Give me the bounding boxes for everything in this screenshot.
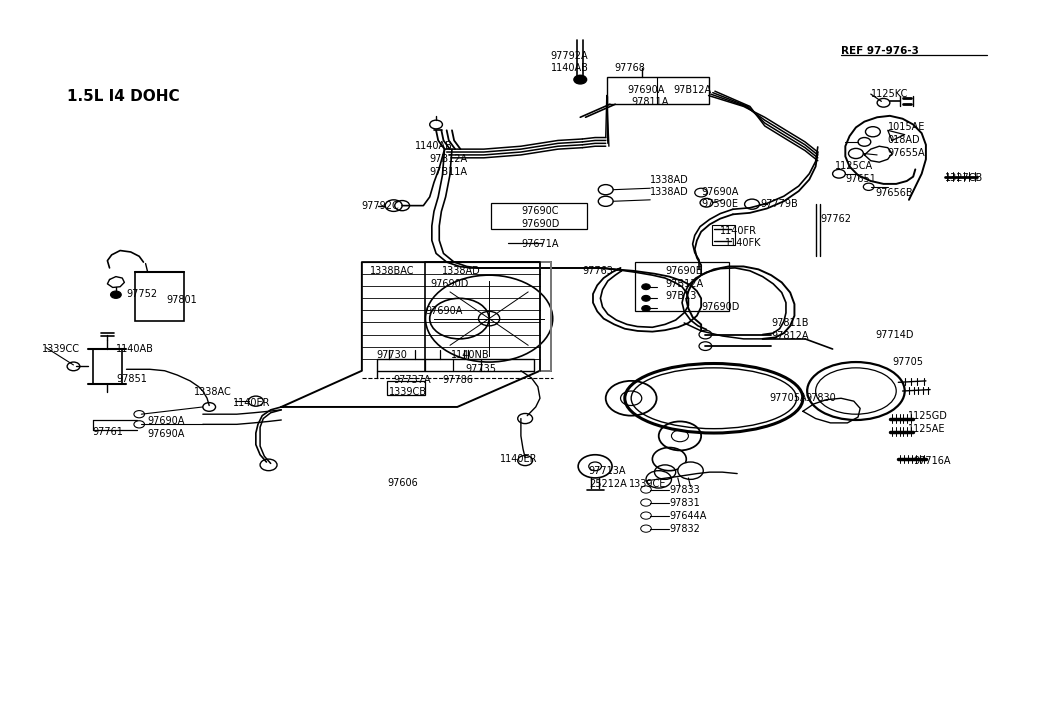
Bar <box>92 349 122 384</box>
Text: 97830: 97830 <box>805 393 836 403</box>
Text: 97713A: 97713A <box>589 466 626 475</box>
Text: 97779B: 97779B <box>760 199 798 209</box>
Text: 97831: 97831 <box>670 497 701 507</box>
Text: 1125KC: 1125KC <box>871 89 908 99</box>
Text: 97B12A: 97B12A <box>665 279 704 289</box>
Text: 1338AD: 1338AD <box>651 187 689 197</box>
Text: 97690D: 97690D <box>431 279 469 289</box>
Text: 97655A: 97655A <box>888 148 926 158</box>
Text: 97690C: 97690C <box>521 206 558 217</box>
Text: 97590E: 97590E <box>702 199 738 209</box>
Text: 97737A: 97737A <box>393 375 432 385</box>
Text: 1339CE: 1339CE <box>629 478 667 489</box>
Text: 1327CB: 1327CB <box>945 173 983 183</box>
Text: 97730: 97730 <box>376 350 407 360</box>
Bar <box>712 225 735 245</box>
Bar <box>540 262 551 371</box>
Text: 25212A: 25212A <box>589 478 626 489</box>
Text: 97833: 97833 <box>670 484 701 494</box>
Text: 1339CC: 1339CC <box>41 344 80 354</box>
Text: 97B12A: 97B12A <box>429 154 468 164</box>
Text: 97644A: 97644A <box>670 510 707 521</box>
Text: 97690A: 97690A <box>702 187 739 197</box>
Circle shape <box>678 462 704 479</box>
Text: 97656B: 97656B <box>875 188 913 198</box>
Bar <box>607 77 709 104</box>
Text: 97690A: 97690A <box>148 417 185 427</box>
Text: 97768: 97768 <box>614 63 645 73</box>
Circle shape <box>642 295 651 301</box>
Text: 97714D: 97714D <box>875 329 913 340</box>
Text: 018AD: 018AD <box>888 135 921 145</box>
Text: 97811A: 97811A <box>631 97 669 107</box>
Text: 97606: 97606 <box>387 478 418 488</box>
Ellipse shape <box>807 362 905 420</box>
Text: 1140FK: 1140FK <box>725 238 761 249</box>
Text: 97792C: 97792C <box>361 201 400 211</box>
Text: 1338AD: 1338AD <box>651 174 689 185</box>
Text: 97690D: 97690D <box>521 219 559 229</box>
Bar <box>636 262 729 311</box>
Text: 97690D: 97690D <box>702 302 740 312</box>
Text: 97763: 97763 <box>583 266 613 276</box>
Text: 97B11A: 97B11A <box>429 166 468 177</box>
Text: 97792A: 97792A <box>551 51 588 61</box>
Circle shape <box>111 291 121 298</box>
Text: 97705: 97705 <box>892 357 923 367</box>
Bar <box>491 204 587 229</box>
Text: 1140AB: 1140AB <box>116 344 154 354</box>
Circle shape <box>574 76 587 84</box>
Text: 1140NB: 1140NB <box>451 350 490 360</box>
Text: 1338BAC: 1338BAC <box>370 266 415 276</box>
Text: 97832: 97832 <box>670 523 701 534</box>
Text: 97B12A: 97B12A <box>674 85 712 95</box>
Text: 1338AC: 1338AC <box>195 387 232 398</box>
Circle shape <box>848 148 863 158</box>
Text: 1140FR: 1140FR <box>721 226 757 236</box>
Text: 97762: 97762 <box>820 214 850 224</box>
Text: 97690E: 97690E <box>665 266 702 276</box>
Text: 97690A: 97690A <box>425 305 462 316</box>
Text: 97690A: 97690A <box>627 85 664 95</box>
Text: 97812A: 97812A <box>771 331 809 341</box>
Text: 97690A: 97690A <box>148 430 185 440</box>
Text: 1338AD: 1338AD <box>442 266 482 276</box>
Text: 1140ER: 1140ER <box>233 398 270 409</box>
Bar <box>135 272 184 321</box>
Text: 97B13: 97B13 <box>665 291 696 301</box>
Text: 1140AB: 1140AB <box>551 63 589 73</box>
Text: 97786: 97786 <box>442 375 473 385</box>
Text: 1339CB: 1339CB <box>389 387 427 398</box>
Text: 97811B: 97811B <box>771 318 809 328</box>
Text: 1125CA: 1125CA <box>834 161 873 171</box>
Text: 97752: 97752 <box>126 289 157 299</box>
Text: 97851: 97851 <box>116 374 147 385</box>
Text: 1140ER: 1140ER <box>500 454 537 464</box>
Text: 1.5L I4 DOHC: 1.5L I4 DOHC <box>67 89 180 105</box>
Text: 1125GD: 1125GD <box>908 411 948 421</box>
Text: 97761: 97761 <box>92 427 123 437</box>
Text: 1125AE: 1125AE <box>908 424 945 434</box>
Circle shape <box>642 284 651 289</box>
Text: 1140AB: 1140AB <box>415 141 453 151</box>
Circle shape <box>642 305 651 311</box>
Bar <box>376 359 534 371</box>
Text: 97801: 97801 <box>167 294 198 305</box>
Bar <box>387 381 425 395</box>
Text: 97705A: 97705A <box>769 393 807 403</box>
Text: 97735: 97735 <box>466 364 496 374</box>
Text: 1015AE: 1015AE <box>888 122 925 132</box>
Text: 97651: 97651 <box>845 174 876 184</box>
Text: REF 97-976-3: REF 97-976-3 <box>841 46 918 56</box>
Text: 97716A: 97716A <box>913 456 950 465</box>
Text: 97671A: 97671A <box>521 239 558 249</box>
